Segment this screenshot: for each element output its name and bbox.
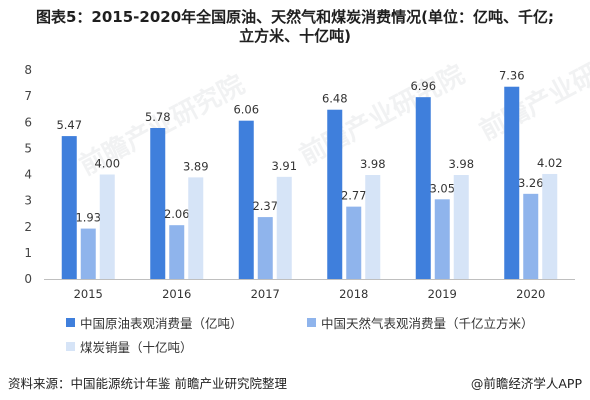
data-label-coal: 3.98 bbox=[448, 157, 474, 171]
data-label-gas: 2.06 bbox=[164, 207, 190, 221]
bar-coal bbox=[99, 174, 115, 279]
data-label-gas: 1.93 bbox=[75, 211, 101, 225]
x-tick-label: 2016 bbox=[162, 287, 191, 301]
bar-gas bbox=[169, 225, 185, 279]
bar-oil bbox=[504, 86, 520, 279]
x-tick-label: 2017 bbox=[251, 287, 280, 301]
y-tick-label: 6 bbox=[24, 115, 32, 129]
legend-label-oil: 中国原油表观消费量（亿吨） bbox=[80, 316, 243, 331]
y-tick-label: 3 bbox=[24, 194, 32, 208]
data-label-coal: 4.02 bbox=[537, 156, 563, 170]
y-tick-label: 1 bbox=[24, 246, 32, 260]
x-tick-label: 2019 bbox=[428, 287, 457, 301]
bar-gas bbox=[523, 193, 539, 279]
y-tick-label: 2 bbox=[24, 220, 32, 234]
y-tick-label: 0 bbox=[24, 272, 32, 286]
bar-oil bbox=[61, 136, 77, 279]
bar-oil bbox=[327, 109, 343, 280]
bar-coal bbox=[365, 175, 381, 279]
legend-swatch-coal bbox=[66, 342, 75, 351]
bar-coal bbox=[453, 175, 469, 279]
y-tick-label: 7 bbox=[24, 89, 32, 103]
x-tick-label: 2018 bbox=[339, 287, 368, 301]
y-tick-label: 5 bbox=[24, 141, 32, 155]
legend-swatch-gas bbox=[307, 318, 316, 327]
bar-coal bbox=[276, 176, 292, 279]
legend-item-coal: 煤炭销量（十亿吨） bbox=[66, 337, 193, 356]
bar-gas bbox=[434, 199, 450, 279]
bar-oil bbox=[150, 127, 166, 279]
data-label-oil: 5.47 bbox=[56, 118, 82, 132]
x-tick-label: 2015 bbox=[74, 287, 103, 301]
legend-item-gas: 中国天然气表观消费量（千亿立方米） bbox=[307, 313, 534, 332]
legend-swatch-oil bbox=[66, 318, 75, 327]
data-label-coal: 4.00 bbox=[94, 157, 120, 171]
data-label-gas: 3.26 bbox=[518, 176, 544, 190]
chart-title-line2: 立方米、十亿吨) bbox=[239, 27, 351, 45]
chart-title-line1: 图表5：2015-2020年全国原油、天然气和煤炭消费情况(单位：亿吨、千亿; bbox=[35, 8, 554, 26]
data-label-gas: 2.37 bbox=[252, 199, 278, 213]
app-credit: @前瞻经济学人APP bbox=[470, 376, 582, 391]
y-tick-label: 8 bbox=[24, 63, 32, 77]
data-label-coal: 3.98 bbox=[360, 157, 386, 171]
data-label-gas: 2.77 bbox=[341, 189, 367, 203]
data-label-coal: 3.91 bbox=[271, 159, 297, 173]
data-label-oil: 5.78 bbox=[145, 110, 171, 124]
bar-coal bbox=[542, 173, 558, 279]
data-label-coal: 3.89 bbox=[183, 159, 209, 173]
data-label-oil: 6.48 bbox=[322, 92, 348, 106]
data-label-oil: 7.36 bbox=[499, 69, 525, 83]
source-text: 资料来源：中国能源统计年鉴 前瞻产业研究院整理 bbox=[8, 376, 287, 391]
legend-label-gas: 中国天然气表观消费量（千亿立方米） bbox=[321, 316, 534, 331]
bar-oil bbox=[415, 97, 431, 279]
bar-oil bbox=[238, 120, 254, 280]
bar-gas bbox=[257, 217, 273, 279]
bar-coal bbox=[188, 177, 204, 279]
y-tick-label: 4 bbox=[24, 168, 32, 182]
data-label-oil: 6.06 bbox=[233, 103, 259, 117]
bar-gas bbox=[346, 206, 362, 279]
data-label-gas: 3.05 bbox=[429, 181, 455, 195]
legend-item-oil: 中国原油表观消费量（亿吨） bbox=[66, 313, 243, 332]
legend-label-coal: 煤炭销量（十亿吨） bbox=[80, 340, 193, 355]
data-label-oil: 6.96 bbox=[410, 79, 436, 93]
x-tick-label: 2020 bbox=[516, 287, 545, 301]
bar-gas bbox=[80, 228, 96, 279]
